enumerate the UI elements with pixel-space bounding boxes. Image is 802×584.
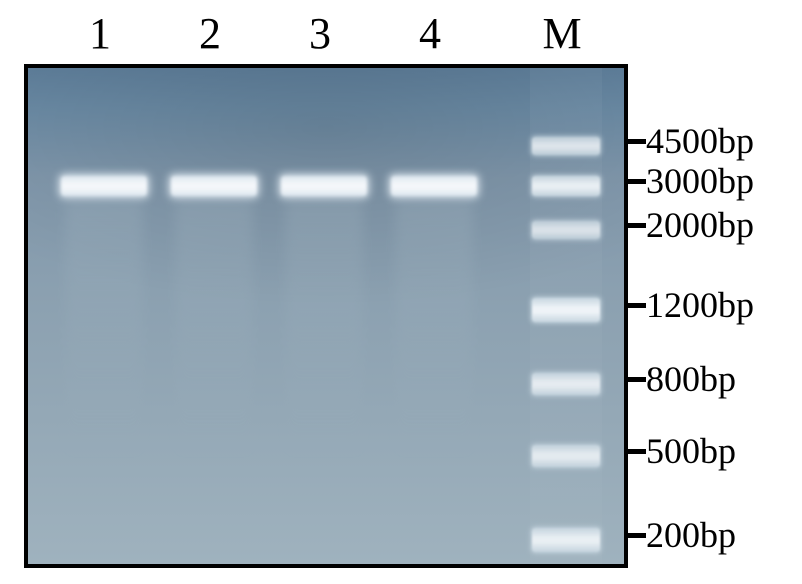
lane-label-4: 4 (400, 8, 460, 59)
sample-band (391, 176, 477, 196)
marker-tick-500: 500bp (624, 430, 736, 472)
sample-band (171, 176, 257, 196)
sample-band (281, 176, 367, 196)
marker-tick-200: 200bp (624, 514, 736, 556)
marker-tick-3000: 3000bp (624, 160, 754, 202)
lane-label-M: M (532, 8, 592, 59)
sample-smear (175, 200, 253, 460)
lane-label-2: 2 (180, 8, 240, 59)
marker-size-label: 500bp (646, 430, 736, 472)
tick-dash-icon (624, 533, 646, 538)
lane-label-3: 3 (290, 8, 350, 59)
marker-tick-4500: 4500bp (624, 120, 754, 162)
marker-size-label: 1200bp (646, 284, 754, 326)
marker-size-label: 2000bp (646, 204, 754, 246)
marker-size-label: 800bp (646, 358, 736, 400)
marker-band (532, 221, 600, 239)
gel-image (24, 64, 628, 568)
sample-smear (395, 200, 473, 460)
tick-dash-icon (624, 303, 646, 308)
sample-smear (285, 200, 363, 460)
gel-figure: 1 2 3 4 M 4500bp 3000bp 2000bp 1200bp 80… (0, 0, 802, 584)
marker-band (532, 137, 600, 155)
lane-label-1: 1 (70, 8, 130, 59)
marker-band (532, 373, 600, 395)
marker-size-label: 3000bp (646, 160, 754, 202)
marker-tick-1200: 1200bp (624, 284, 754, 326)
sample-band (61, 176, 147, 196)
marker-size-label: 200bp (646, 514, 736, 556)
tick-dash-icon (624, 449, 646, 454)
marker-band (532, 528, 600, 552)
tick-dash-icon (624, 179, 646, 184)
tick-dash-icon (624, 377, 646, 382)
marker-band (532, 176, 600, 196)
marker-size-label: 4500bp (646, 120, 754, 162)
tick-dash-icon (624, 139, 646, 144)
marker-tick-800: 800bp (624, 358, 736, 400)
marker-band (532, 445, 600, 467)
marker-tick-2000: 2000bp (624, 204, 754, 246)
marker-band (532, 298, 600, 322)
tick-dash-icon (624, 223, 646, 228)
sample-smear (65, 200, 143, 460)
